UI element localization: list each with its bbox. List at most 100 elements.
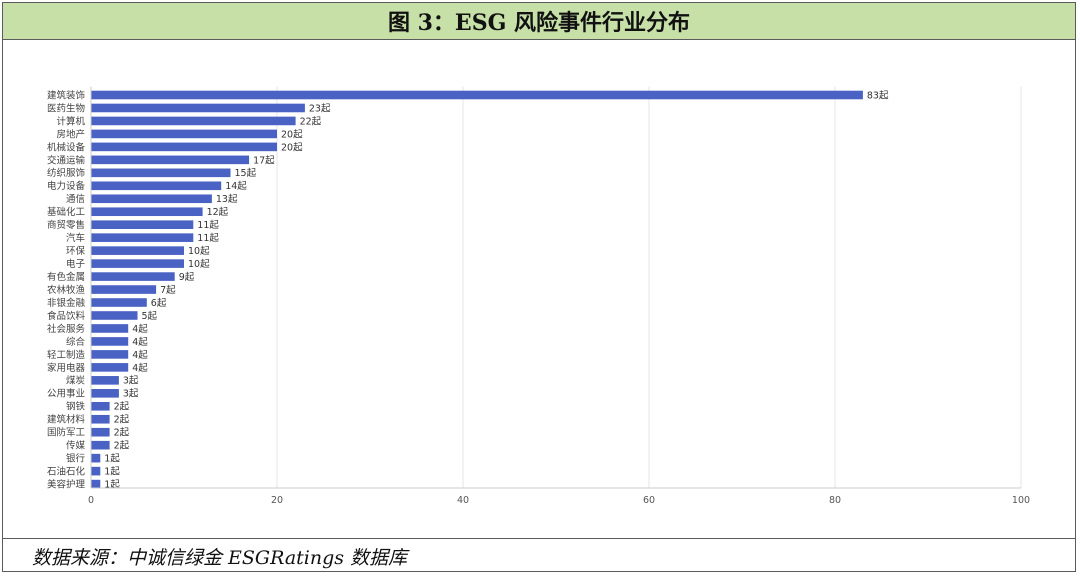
bar	[91, 207, 203, 217]
bar	[91, 440, 110, 450]
category-label: 建筑装饰	[47, 89, 85, 101]
category-label: 食品饮料	[47, 310, 86, 322]
category-label: 国防军工	[47, 427, 86, 439]
category-label: 轻工制造	[47, 349, 86, 361]
value-label: 1起	[104, 454, 120, 465]
bar	[91, 350, 129, 359]
category-label: 环保	[66, 245, 86, 257]
value-label: 11起	[197, 233, 219, 244]
source-divider	[2, 538, 1076, 539]
value-label: 10起	[188, 246, 210, 257]
value-label: 20起	[281, 142, 303, 153]
bar	[91, 466, 101, 476]
bar	[91, 194, 212, 204]
bar	[91, 285, 157, 294]
category-label: 传媒	[66, 440, 86, 452]
x-tick-label: 60	[643, 495, 655, 506]
bar	[91, 414, 110, 424]
bar	[91, 90, 863, 100]
category-label: 通信	[66, 193, 85, 205]
bar	[91, 103, 305, 113]
value-label: 2起	[114, 441, 130, 452]
category-label: 商贸零售	[47, 219, 85, 231]
category-label: 社会服务	[47, 323, 86, 335]
category-label: 公用事业	[47, 388, 85, 400]
x-tick-label: 40	[457, 495, 469, 506]
category-label: 建筑材料	[47, 414, 86, 426]
bar	[91, 453, 101, 463]
bar	[91, 129, 277, 139]
value-label: 7起	[160, 285, 176, 296]
grid-lines	[276, 86, 1022, 488]
title-bar: 图 3：ESG 风险事件行业分布	[2, 2, 1076, 40]
value-label: 1起	[104, 480, 120, 491]
category-label: 家用电器	[47, 362, 86, 374]
category-label: 有色金属	[47, 271, 85, 283]
bar	[91, 246, 184, 255]
value-label: 2起	[114, 415, 130, 426]
value-label: 9起	[179, 272, 195, 283]
bar	[91, 298, 147, 307]
category-label: 石油石化	[47, 466, 86, 478]
value-label: 15起	[235, 168, 257, 179]
value-label: 1起	[104, 467, 120, 478]
figure-title: 图 3：ESG 风险事件行业分布	[387, 10, 691, 36]
bar	[91, 311, 138, 320]
category-label: 纺织服饰	[47, 167, 85, 179]
bar	[91, 324, 129, 333]
category-label: 农林牧渔	[47, 284, 86, 296]
x-axis: 0 20 40 60 80 100	[88, 86, 1030, 506]
bar	[91, 116, 296, 126]
bar	[91, 155, 250, 165]
value-label: 4起	[132, 324, 148, 335]
category-label: 基础化工	[47, 206, 86, 218]
x-tick-label: 100	[1012, 495, 1030, 506]
value-label: 20起	[281, 129, 303, 140]
value-label: 13起	[216, 194, 238, 205]
category-label: 交通运输	[47, 154, 86, 166]
value-label: 11起	[197, 220, 219, 231]
category-label: 钢铁	[66, 401, 86, 413]
value-label: 83起	[867, 90, 889, 101]
bar	[91, 376, 119, 385]
value-label: 12起	[207, 207, 229, 218]
category-label: 综合	[66, 336, 86, 348]
value-label: 17起	[253, 155, 275, 166]
bar	[91, 220, 194, 229]
bar	[91, 389, 119, 398]
value-label: 4起	[132, 350, 148, 361]
value-label: 10起	[188, 259, 210, 270]
category-label: 汽车	[66, 232, 85, 244]
bar	[91, 427, 110, 437]
category-label: 机械设备	[47, 141, 86, 153]
source-note: 数据来源：中诚信绿金 ESGRatings 数据库	[32, 547, 408, 569]
value-label: 23起	[309, 103, 331, 114]
value-label: 22起	[300, 116, 322, 127]
value-label: 5起	[142, 311, 158, 322]
value-label: 2起	[114, 402, 130, 413]
bar	[91, 233, 194, 242]
value-label: 4起	[132, 337, 148, 348]
x-tick-label: 20	[271, 495, 283, 506]
x-tick-label: 0	[88, 495, 94, 506]
category-label: 非银金融	[47, 297, 86, 309]
value-label: 3起	[123, 389, 139, 400]
category-label: 电子	[66, 258, 86, 270]
bar	[91, 272, 175, 281]
bar	[91, 363, 129, 372]
value-label: 6起	[151, 298, 167, 309]
bar	[91, 401, 110, 411]
value-label: 3起	[123, 376, 139, 387]
value-label: 4起	[132, 363, 148, 374]
category-label: 房地产	[56, 128, 85, 140]
category-label: 计算机	[56, 115, 85, 127]
category-label: 银行	[66, 453, 86, 465]
bar	[91, 259, 184, 268]
bar	[91, 479, 101, 489]
bar	[91, 181, 222, 191]
category-label: 电力设备	[47, 180, 86, 192]
bar	[91, 337, 129, 346]
category-label: 美容护理	[47, 479, 86, 491]
